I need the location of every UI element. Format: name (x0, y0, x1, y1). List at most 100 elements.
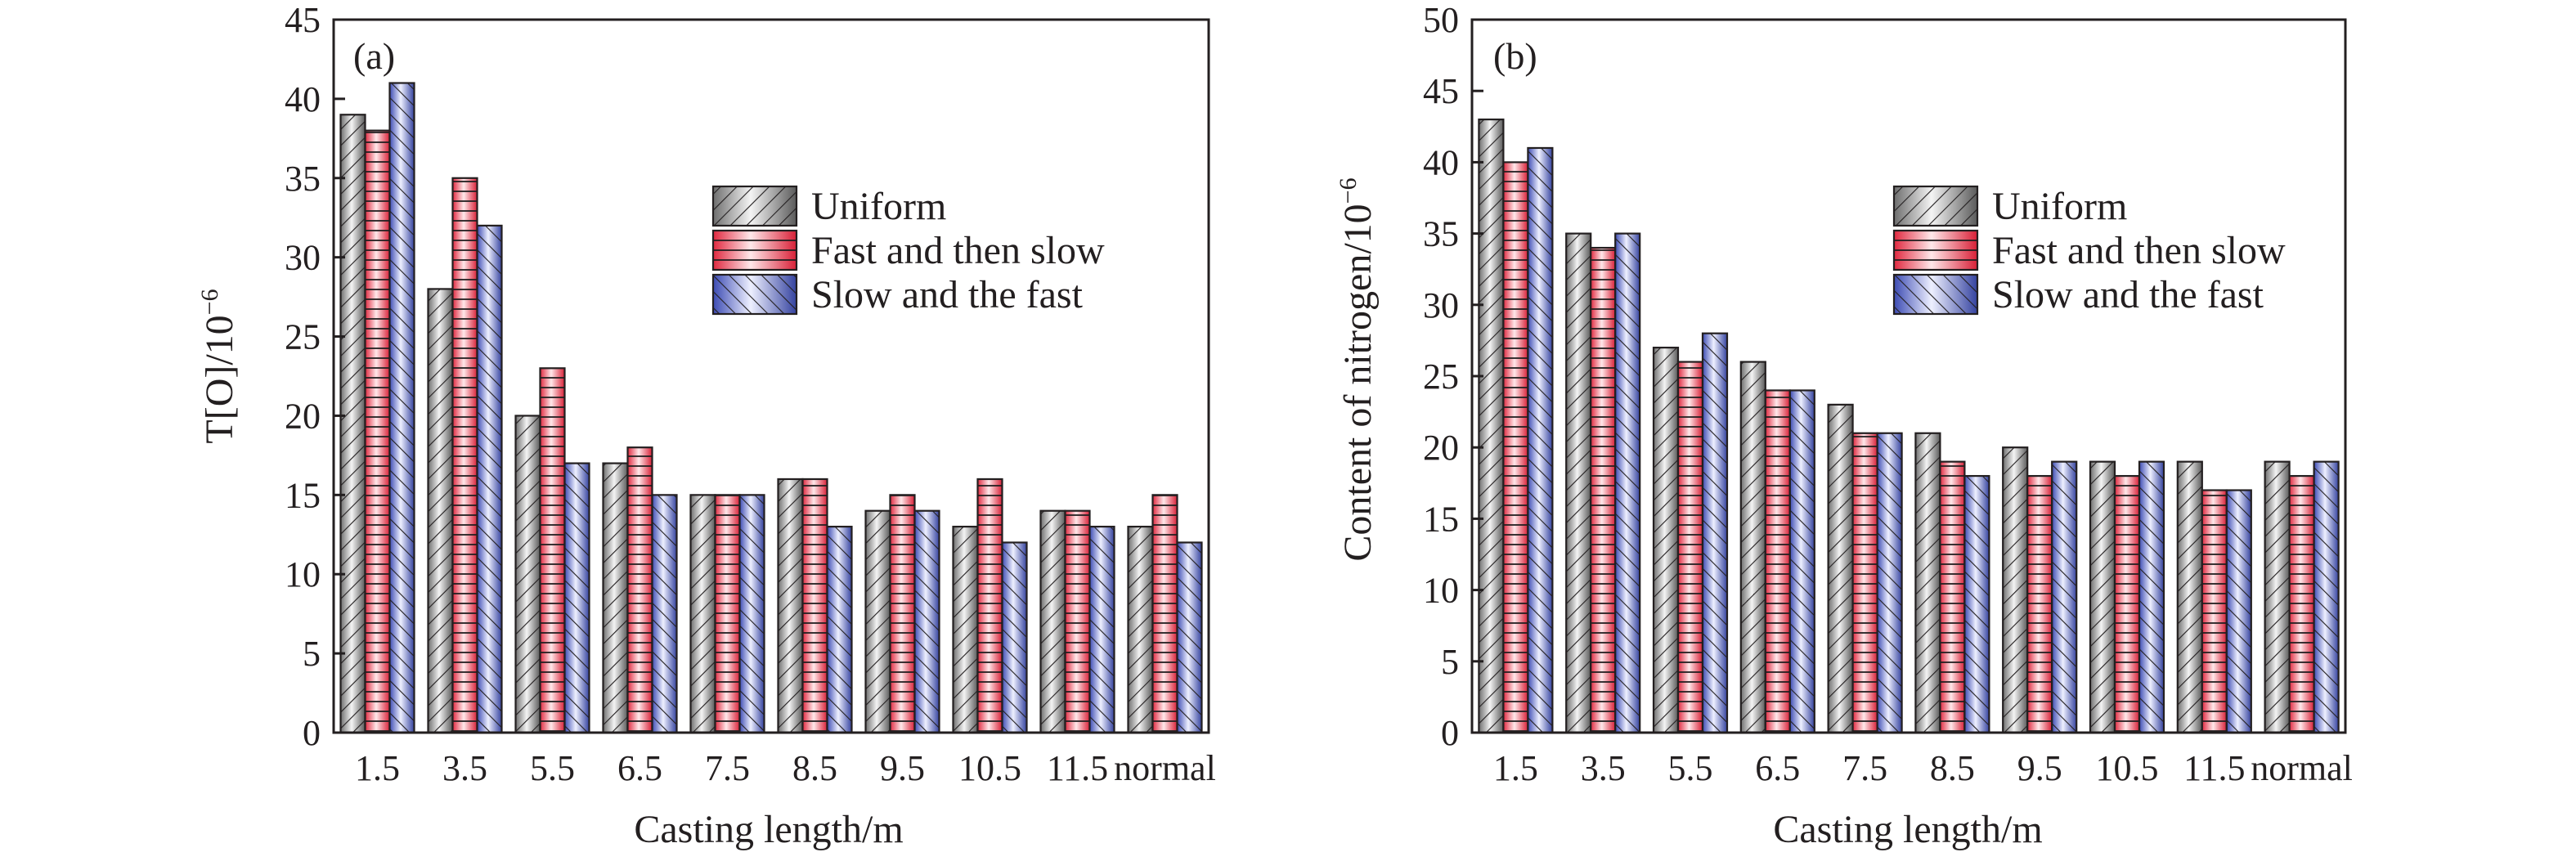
legend-swatch-slow_then_fast (1892, 273, 1979, 316)
x-tick-label: 8.5 (1930, 748, 1975, 788)
bar-uniform-11.5 (2176, 460, 2203, 734)
y-tick-label: 20 (1423, 428, 1459, 468)
bar-uniform-5.5 (1652, 347, 1680, 734)
x-tick-label: 3.5 (1581, 748, 1626, 788)
bar-slow_then_fast-10.5 (1001, 541, 1028, 734)
y-tick-label: 15 (1423, 499, 1459, 539)
y-tick-label: 15 (285, 475, 321, 515)
y-tick-label: 35 (1423, 214, 1459, 254)
y-axis-title-exponent: −6 (1335, 177, 1362, 204)
bar-slow_then_fast-11.5 (1088, 525, 1115, 734)
y-tick-label: 50 (1423, 0, 1459, 40)
y-tick-label: 25 (285, 317, 321, 357)
chart-panel-b: (b) Casting length/m Content of nitrogen… (1335, 0, 2353, 851)
x-tick-label: normal (2251, 748, 2353, 788)
bar-fast_then_slow-6.5 (626, 446, 653, 734)
bar-uniform-8.5 (1914, 432, 1941, 734)
y-tick-label: 20 (285, 396, 321, 436)
legend-label: Fast and then slow (811, 229, 1105, 272)
y-tick-label: 30 (285, 238, 321, 278)
bar-slow_then_fast-7.5 (738, 494, 765, 734)
bar-uniform-3.5 (1565, 232, 1592, 734)
x-axis-title: Casting length/m (1773, 808, 2042, 851)
x-tick-label: 5.5 (530, 748, 575, 788)
legend-swatch-fast_then_slow (711, 229, 798, 271)
bar-uniform-5.5 (514, 415, 541, 734)
bar-uniform-10.5 (2089, 460, 2116, 734)
x-tick-label: 7.5 (705, 748, 750, 788)
y-tick-label: 40 (1423, 142, 1459, 182)
plot-frame (332, 18, 1210, 734)
y-axis-title-exponent: −6 (196, 289, 223, 315)
y-axis-title: T[O]/10−6 (196, 289, 241, 443)
y-tick-label: 45 (1423, 71, 1459, 111)
bar-slow_then_fast-9.5 (2051, 460, 2078, 734)
bar-uniform-9.5 (864, 509, 891, 734)
bar-fast_then_slow-9.5 (889, 494, 916, 734)
bar-slow_then_fast-7.5 (1876, 432, 1903, 734)
x-tick-label: 1.5 (355, 748, 400, 788)
legend-swatch-slow_then_fast (711, 273, 798, 316)
x-tick-label: 8.5 (792, 748, 837, 788)
y-tick-label: 45 (285, 0, 321, 40)
panel-tag: (a) (353, 35, 395, 77)
bar-slow_then_fast-3.5 (476, 224, 503, 734)
x-axis-title: Casting length/m (634, 808, 903, 851)
legend-swatch-fast_then_slow (1892, 229, 1979, 271)
bar-uniform-6.5 (1739, 361, 1766, 734)
bar-fast_then_slow-7.5 (1851, 432, 1878, 734)
x-tick-label: 7.5 (1842, 748, 1887, 788)
bar-slow_then_fast-8.5 (826, 525, 853, 734)
bar-slow_then_fast-9.5 (913, 509, 940, 734)
ticks: 1.5 3.5 5.5 6.5 7.5 8.5 9.5 10.5 11.5 normal 0 5 10 1… (285, 0, 1216, 788)
legend-label: Fast and then slow (1992, 229, 2286, 272)
bar-slow_then_fast-8.5 (1963, 474, 1990, 734)
bar-uniform-normal (2264, 460, 2291, 734)
legend-label: Uniform (811, 185, 946, 228)
axes (332, 18, 1210, 734)
x-tick-label: 10.5 (958, 748, 1021, 788)
y-axis-title: Content of nitrogen/10−6 (1335, 177, 1380, 561)
y-tick-label: 30 (1423, 285, 1459, 325)
bar-fast_then_slow-7.5 (714, 494, 741, 734)
y-tick-label: 0 (303, 713, 321, 753)
bars (339, 82, 1203, 734)
bar-slow_then_fast-6.5 (651, 494, 678, 734)
bar-slow_then_fast-normal (2313, 460, 2340, 734)
bar-slow_then_fast-5.5 (563, 462, 590, 734)
bar-fast_then_slow-5.5 (539, 367, 566, 734)
legend-label: Uniform (1992, 185, 2127, 228)
y-tick-label: 10 (285, 554, 321, 594)
y-axis-title-main: T[O]/10 (198, 315, 241, 443)
y-tick-label: 10 (1423, 571, 1459, 611)
bar-uniform-10.5 (952, 525, 979, 734)
bar-uniform-1.5 (339, 114, 366, 734)
bar-fast_then_slow-11.5 (1064, 509, 1091, 734)
ticks: 1.5 3.5 5.5 6.5 7.5 8.5 9.5 10.5 11.5 normal 0 5 10 1… (1423, 0, 2353, 788)
bar-fast_then_slow-5.5 (1676, 361, 1704, 734)
x-tick-label: 6.5 (1755, 748, 1800, 788)
y-tick-label: 5 (1441, 642, 1459, 682)
bar-uniform-3.5 (427, 288, 454, 734)
bar-uniform-9.5 (2002, 446, 2029, 734)
y-tick-label: 5 (303, 634, 321, 674)
y-tick-label: 35 (285, 159, 321, 199)
bar-uniform-7.5 (1827, 403, 1854, 734)
x-tick-label: 10.5 (2096, 748, 2159, 788)
bar-uniform-8.5 (777, 478, 804, 734)
x-tick-label: 9.5 (880, 748, 925, 788)
x-tick-label: 1.5 (1493, 748, 1538, 788)
svg-text:Content of nitrogen/10−6: Content of nitrogen/10−6 (1335, 177, 1380, 561)
bars (1478, 118, 2340, 734)
legend-label: Slow and the fast (1992, 273, 2264, 316)
bar-fast_then_slow-10.5 (976, 478, 1003, 734)
x-tick-label: 6.5 (617, 748, 662, 788)
svg-text:T[O]/10−6: T[O]/10−6 (196, 289, 241, 443)
x-tick-label: 9.5 (2017, 748, 2062, 788)
bar-fast_then_slow-1.5 (1502, 161, 1529, 734)
x-tick-label: 5.5 (1668, 748, 1713, 788)
y-tick-label: 0 (1441, 713, 1459, 753)
bar-fast_then_slow-normal (2288, 474, 2315, 734)
bar-uniform-1.5 (1478, 118, 1505, 734)
